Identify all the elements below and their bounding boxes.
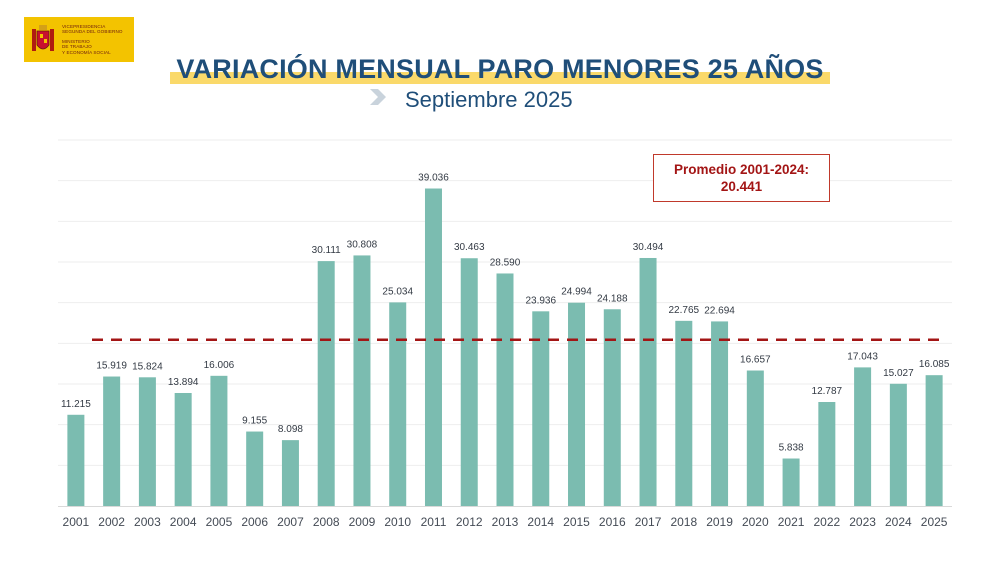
x-tick-label-2017: 2017 [635,515,662,529]
x-tick-label-2011: 2011 [421,515,447,529]
bar-2014 [532,311,550,506]
bar-2003 [138,377,156,506]
bar-2025 [925,375,943,506]
data-label-2017: 30.494 [633,242,664,253]
chart-title: VARIACIÓN MENSUAL PARO MENORES 25 AÑOS [176,54,824,84]
logo-text: VICEPRESIDENCIA SEGUNDA DEL GOBIERNO MIN… [62,23,123,55]
x-tick-label-2010: 2010 [384,515,411,529]
data-label-2024: 15.027 [883,368,914,379]
bar-2023 [854,367,872,506]
bar-2022 [818,401,836,506]
bar-2011 [424,188,442,506]
x-tick-label-2021: 2021 [778,515,805,529]
data-label-2020: 16.657 [740,355,771,366]
bar-2020 [746,370,764,506]
x-tick-label-2013: 2013 [492,515,519,529]
data-label-2007: 8.098 [278,424,303,435]
data-label-2011: 39.036 [418,173,449,184]
data-label-2013: 28.590 [490,257,521,268]
data-label-2012: 30.463 [454,242,485,253]
data-label-2025: 16.085 [919,359,950,370]
bar-2004 [174,392,192,506]
x-tick-label-2002: 2002 [98,515,125,529]
x-tick-label-2024: 2024 [885,515,912,529]
x-tick-label-2019: 2019 [706,515,733,529]
bar-2012 [460,258,478,506]
bar-2017 [639,257,657,506]
title-highlight-band [170,72,830,84]
x-tick-label-2001: 2001 [63,515,90,529]
bar-2021 [782,458,800,506]
x-tick-label-2022: 2022 [813,515,840,529]
bar-2015 [568,302,586,506]
data-label-2015: 24.994 [561,287,592,298]
data-label-2023: 17.043 [847,351,878,362]
average-box: Promedio 2001-2024: 20.441 [653,154,830,202]
data-label-2014: 23.936 [525,295,556,306]
bar-2010 [389,302,407,506]
average-label: Promedio 2001-2024: [673,162,810,177]
bar-2002 [103,376,121,506]
bar-2013 [496,273,514,506]
chevron-right-icon [370,89,386,105]
x-tick-label-2015: 2015 [563,515,590,529]
x-tick-label-2006: 2006 [241,515,268,529]
data-label-2022: 12.787 [812,386,843,397]
x-tick-label-2008: 2008 [313,515,340,529]
chart-subtitle: Septiembre 2025 [405,87,573,112]
x-tick-label-2009: 2009 [349,515,376,529]
data-label-2008: 30.111 [312,245,342,256]
bar-2001 [67,414,85,506]
data-label-2021: 5.838 [779,443,804,454]
bar-2008 [317,261,335,506]
x-tick-label-2023: 2023 [849,515,876,529]
data-label-2001: 11.215 [61,399,91,410]
bar-2009 [353,255,371,506]
bar-2018 [675,320,693,506]
data-label-2005: 16.006 [204,360,235,371]
x-tick-label-2025: 2025 [921,515,948,529]
data-label-2010: 25.034 [382,286,413,297]
data-label-2009: 30.808 [347,239,378,250]
x-tick-label-2012: 2012 [456,515,483,529]
bar-2016 [603,309,621,506]
government-logo: VICEPRESIDENCIA SEGUNDA DEL GOBIERNO MIN… [24,17,134,62]
data-label-2002: 15.919 [96,361,127,372]
coat-of-arms-icon [32,24,54,51]
x-tick-label-2004: 2004 [170,515,197,529]
data-label-2003: 15.824 [132,361,163,372]
average-value: 20.441 [720,179,763,194]
x-tick-label-2014: 2014 [527,515,554,529]
x-tick-label-2003: 2003 [134,515,161,529]
bar-2006 [246,431,264,506]
x-tick-label-2016: 2016 [599,515,626,529]
bar-2024 [889,383,907,506]
x-tick-label-2018: 2018 [670,515,697,529]
x-tick-label-2007: 2007 [277,515,304,529]
data-label-2018: 22.765 [669,305,700,316]
x-tick-label-2020: 2020 [742,515,769,529]
x-tick-label-2005: 2005 [206,515,233,529]
bar-2019 [711,321,729,506]
data-label-2004: 13.894 [168,377,199,388]
data-label-2016: 24.188 [597,293,628,304]
data-label-2006: 9.155 [242,416,267,427]
bar-2007 [281,440,299,506]
bar-2005 [210,375,228,506]
data-label-2019: 22.694 [704,305,735,316]
